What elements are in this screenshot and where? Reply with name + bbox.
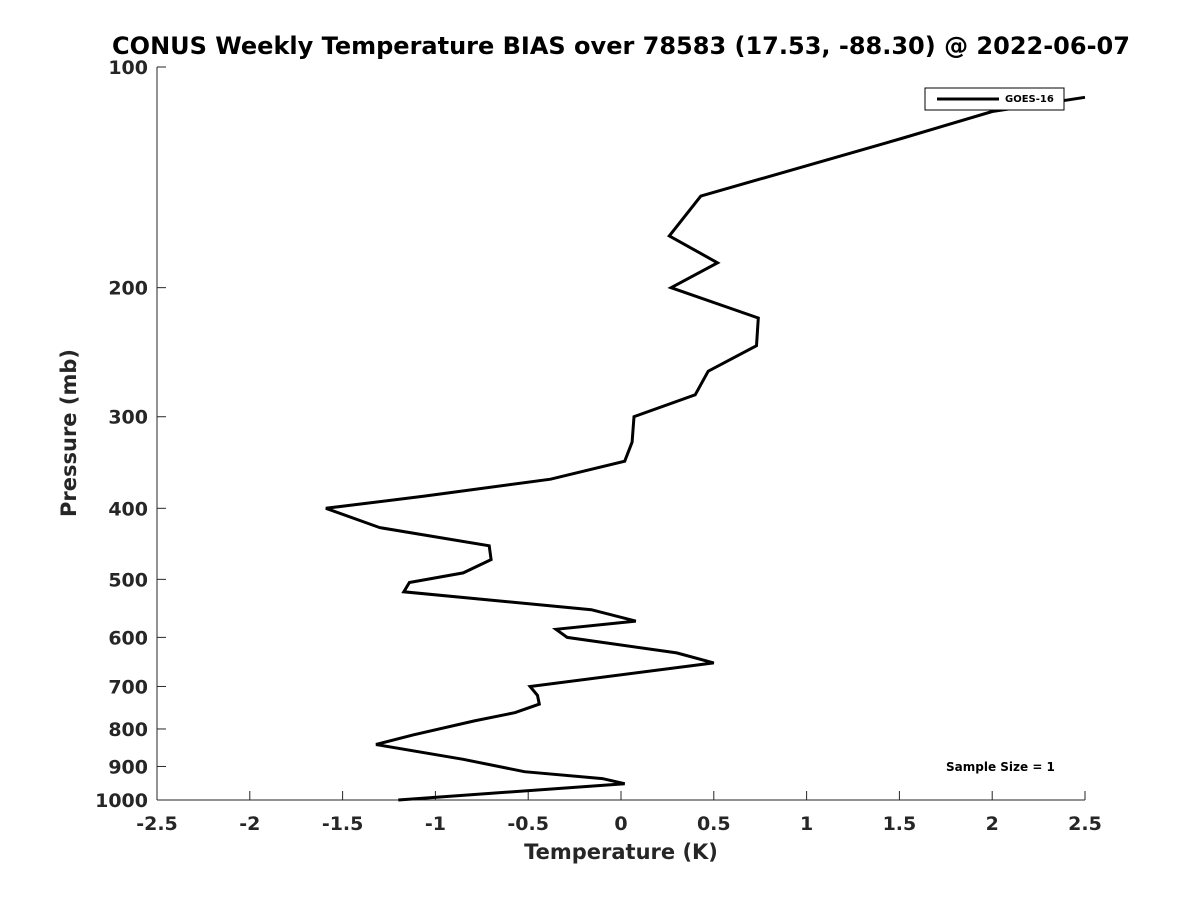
y-axis-label: Pressure (mb) bbox=[57, 349, 81, 517]
series-line-goes-16 bbox=[325, 95, 1086, 802]
series-layer bbox=[325, 95, 1086, 802]
legend-entry-goes-16: GOES-16 bbox=[1005, 94, 1054, 105]
x-tick-label-2p5: 2.5 bbox=[1068, 813, 1102, 835]
y-tick-label-200: 200 bbox=[108, 278, 148, 300]
x-tick-label-1p5: 1.5 bbox=[883, 813, 917, 835]
y-tick-label-400: 400 bbox=[108, 498, 148, 520]
y-tick-label-500: 500 bbox=[108, 569, 148, 591]
x-tick-label-2: 2 bbox=[986, 813, 999, 835]
legend: GOES-16 bbox=[924, 87, 1065, 111]
x-tick-label--1: -1 bbox=[425, 813, 446, 835]
y-axis-ticks: 100 200 300 400 500 600 700 800 900 1000 bbox=[95, 57, 166, 812]
x-tick-label--2p5: -2.5 bbox=[136, 813, 178, 835]
y-tick-label-900: 900 bbox=[108, 756, 148, 778]
chart-title: CONUS Weekly Temperature BIAS over 78583… bbox=[112, 32, 1130, 60]
x-axis-label: Temperature (K) bbox=[524, 840, 718, 864]
x-tick-label-0: 0 bbox=[614, 813, 627, 835]
x-tick-label--0p5: -0.5 bbox=[507, 813, 549, 835]
y-tick-label-100: 100 bbox=[108, 57, 148, 79]
plot-area bbox=[157, 67, 1085, 800]
y-tick-label-600: 600 bbox=[108, 627, 148, 649]
x-tick-label--2: -2 bbox=[239, 813, 260, 835]
y-tick-label-800: 800 bbox=[108, 719, 148, 741]
y-tick-label-700: 700 bbox=[108, 676, 148, 698]
y-tick-label-1000: 1000 bbox=[95, 790, 148, 812]
sample-size-annotation: Sample Size = 1 bbox=[946, 760, 1055, 774]
y-tick-label-300: 300 bbox=[108, 407, 148, 429]
x-tick-label--1p5: -1.5 bbox=[322, 813, 364, 835]
x-axis-ticks: -2.5 -2 -1.5 -1 -0.5 0 0.5 1 1.5 2 2.5 bbox=[136, 791, 1102, 835]
x-tick-label-1: 1 bbox=[800, 813, 813, 835]
x-tick-label-0p5: 0.5 bbox=[697, 813, 731, 835]
